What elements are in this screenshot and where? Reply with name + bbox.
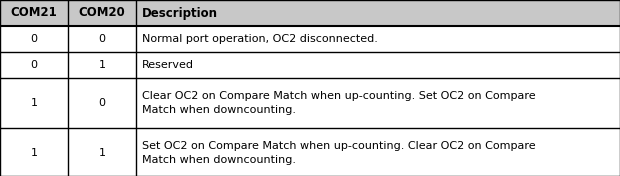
- Text: Description: Description: [142, 7, 218, 20]
- Bar: [136, 78, 620, 128]
- Text: 0: 0: [30, 34, 37, 44]
- Text: Normal port operation, OC2 disconnected.: Normal port operation, OC2 disconnected.: [142, 34, 378, 44]
- Bar: [0, 78, 68, 128]
- Bar: [68, 26, 136, 52]
- Text: COM20: COM20: [79, 7, 125, 20]
- Text: 0: 0: [99, 98, 105, 108]
- Bar: [68, 0, 136, 26]
- Text: 1: 1: [99, 60, 105, 70]
- Bar: [68, 78, 136, 128]
- Bar: [0, 128, 68, 176]
- Text: 1: 1: [30, 148, 37, 158]
- Text: 1: 1: [99, 148, 105, 158]
- Text: Set OC2 on Compare Match when up-counting. Clear OC2 on Compare
Match when downc: Set OC2 on Compare Match when up-countin…: [142, 141, 536, 165]
- Bar: [136, 52, 620, 78]
- Bar: [68, 52, 136, 78]
- Bar: [136, 26, 620, 52]
- Bar: [0, 0, 68, 26]
- Bar: [136, 0, 620, 26]
- Bar: [68, 128, 136, 176]
- Text: 0: 0: [30, 60, 37, 70]
- Bar: [0, 52, 68, 78]
- Text: 1: 1: [30, 98, 37, 108]
- Bar: [136, 128, 620, 176]
- Bar: [0, 26, 68, 52]
- Text: 0: 0: [99, 34, 105, 44]
- Text: Clear OC2 on Compare Match when up-counting. Set OC2 on Compare
Match when downc: Clear OC2 on Compare Match when up-count…: [142, 91, 536, 115]
- Text: Reserved: Reserved: [142, 60, 194, 70]
- Text: COM21: COM21: [11, 7, 58, 20]
